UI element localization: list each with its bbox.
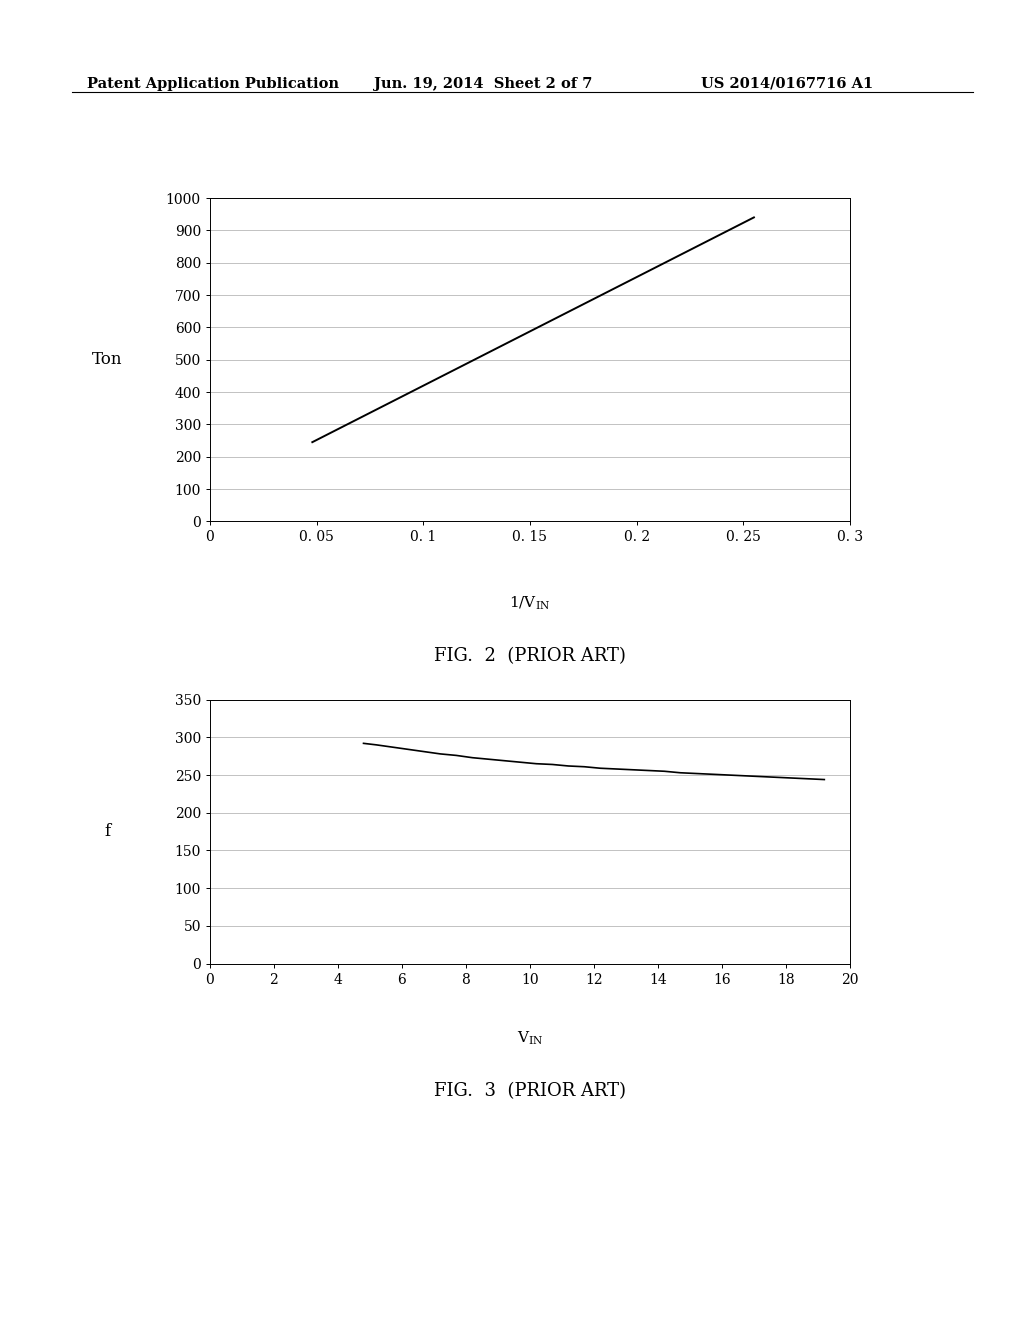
Text: V$_{\mathregular{IN}}$: V$_{\mathregular{IN}}$ bbox=[517, 1030, 543, 1047]
Text: 1/V$_{\mathregular{IN}}$: 1/V$_{\mathregular{IN}}$ bbox=[509, 594, 551, 611]
Text: FIG.  2  (PRIOR ART): FIG. 2 (PRIOR ART) bbox=[434, 647, 626, 665]
Text: Patent Application Publication: Patent Application Publication bbox=[87, 77, 339, 91]
Text: Jun. 19, 2014  Sheet 2 of 7: Jun. 19, 2014 Sheet 2 of 7 bbox=[374, 77, 592, 91]
Text: US 2014/0167716 A1: US 2014/0167716 A1 bbox=[701, 77, 873, 91]
Text: f: f bbox=[104, 824, 111, 840]
Text: Ton: Ton bbox=[92, 351, 123, 368]
Text: FIG.  3  (PRIOR ART): FIG. 3 (PRIOR ART) bbox=[434, 1082, 626, 1101]
